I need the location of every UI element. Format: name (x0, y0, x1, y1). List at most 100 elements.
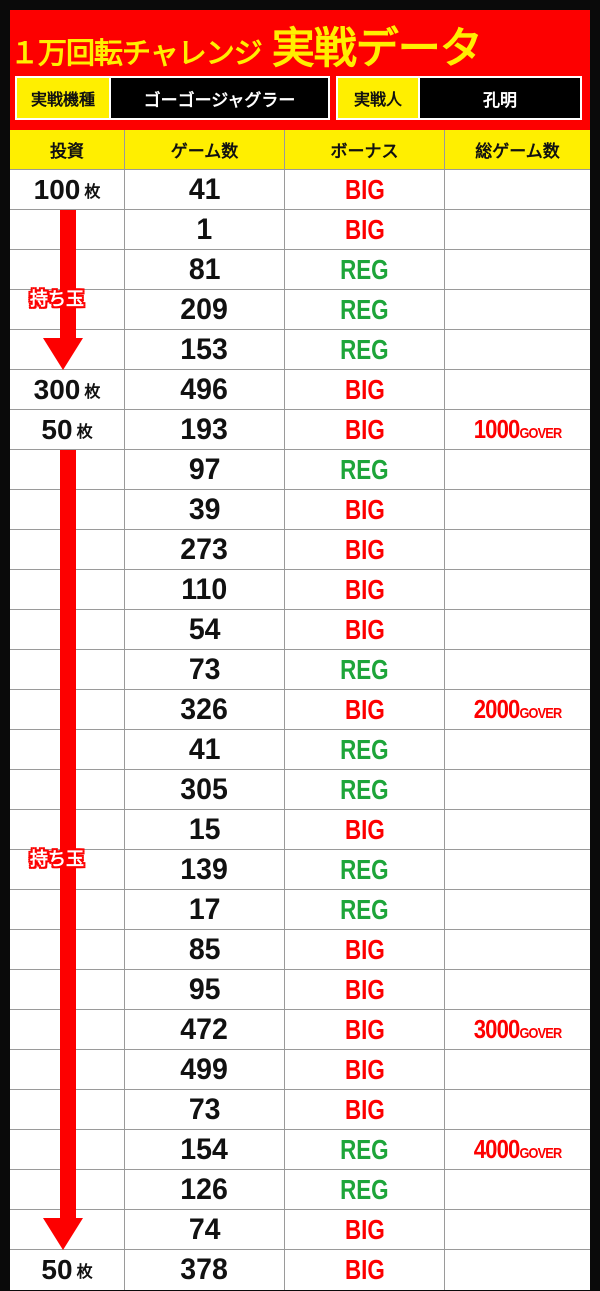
total-cell (445, 890, 590, 929)
games-cell: 110 (125, 570, 285, 609)
bonus-value: BIG (344, 413, 385, 445)
games-value: 73 (188, 1092, 221, 1126)
games-value: 74 (188, 1212, 221, 1246)
total-cell (445, 210, 590, 249)
table-row: 54 BIG (10, 610, 590, 650)
games-cell: 378 (125, 1250, 285, 1290)
games-cell: 209 (125, 290, 285, 329)
total-cell (445, 730, 590, 769)
total-cell (445, 290, 590, 329)
investment-cell: 100 枚 (10, 170, 125, 209)
machine-label: 実戦機種 (17, 78, 109, 118)
investment-cell (10, 570, 125, 609)
table-row: 472 BIG 3000GOVER (10, 1010, 590, 1050)
bonus-cell: BIG (285, 1210, 445, 1249)
games-cell: 154 (125, 1130, 285, 1169)
investment-cell (10, 650, 125, 689)
games-cell: 85 (125, 930, 285, 969)
investment-cell (10, 970, 125, 1009)
table-row: 300 枚 496 BIG (10, 370, 590, 410)
investment-value: 50 (41, 413, 73, 445)
games-value: 95 (188, 972, 221, 1006)
bonus-value: BIG (344, 213, 385, 245)
player-info: 実戦人 孔明 (336, 76, 582, 120)
games-cell: 81 (125, 250, 285, 289)
games-cell: 1 (125, 210, 285, 249)
table-row: 15 BIG (10, 810, 590, 850)
table-row: 126 REG (10, 1170, 590, 1210)
games-value: 139 (180, 852, 229, 886)
bonus-cell: REG (285, 650, 445, 689)
table-row: 97 REG (10, 450, 590, 490)
games-value: 110 (181, 572, 228, 606)
bonus-cell: REG (285, 250, 445, 289)
col-total-games: 総ゲーム数 (475, 142, 560, 162)
games-value: 17 (188, 892, 221, 926)
bonus-value: BIG (344, 533, 385, 565)
investment-cell (10, 490, 125, 529)
games-cell: 496 (125, 370, 285, 409)
player-label: 実戦人 (338, 78, 418, 118)
table-row: 154 REG 4000GOVER (10, 1130, 590, 1170)
total-cell (445, 250, 590, 289)
total-cell (445, 850, 590, 889)
games-value: 472 (180, 1012, 229, 1046)
bonus-cell: BIG (285, 570, 445, 609)
table-row: 81 REG (10, 250, 590, 290)
bonus-value: BIG (344, 693, 385, 725)
games-value: 39 (188, 492, 221, 526)
games-value: 41 (188, 732, 221, 766)
table-row: 50 枚 193 BIG 1000GOVER (10, 410, 590, 450)
bonus-cell: REG (285, 770, 445, 809)
machine-value: ゴーゴージャグラー (111, 78, 328, 118)
bonus-cell: REG (285, 290, 445, 329)
games-value: 153 (180, 332, 229, 366)
investment-cell: 50 枚 (10, 1250, 125, 1290)
games-cell: 499 (125, 1050, 285, 1089)
total-cell (445, 570, 590, 609)
table-row: 100 枚 41 BIG (10, 170, 590, 210)
investment-cell (10, 930, 125, 969)
investment-cell (10, 330, 125, 369)
investment-cell (10, 1210, 125, 1249)
bonus-value: BIG (344, 173, 385, 205)
table-row: 73 BIG (10, 1090, 590, 1130)
games-value: 305 (180, 772, 229, 806)
total-value: 3000GOVER (473, 1014, 562, 1044)
investment-cell: 300 枚 (10, 370, 125, 409)
table-row: 153 REG (10, 330, 590, 370)
table-row: 326 BIG 2000GOVER (10, 690, 590, 730)
investment-cell (10, 450, 125, 489)
games-value: 209 (180, 292, 229, 326)
table-row: 499 BIG (10, 1050, 590, 1090)
bonus-value: REG (340, 853, 389, 885)
player-value: 孔明 (420, 78, 580, 118)
bonus-value: REG (340, 453, 389, 485)
games-cell: 74 (125, 1210, 285, 1249)
games-cell: 326 (125, 690, 285, 729)
bonus-value: BIG (344, 573, 385, 605)
bonus-cell: BIG (285, 810, 445, 849)
bonus-value: BIG (344, 1053, 385, 1085)
games-value: 326 (180, 692, 229, 726)
bonus-value: REG (340, 293, 389, 325)
games-value: 41 (188, 172, 221, 206)
bonus-cell: REG (285, 330, 445, 369)
games-value: 15 (188, 812, 221, 846)
games-value: 81 (188, 252, 221, 286)
total-cell (445, 930, 590, 969)
games-value: 193 (180, 412, 229, 446)
table-row: 74 BIG (10, 1210, 590, 1250)
total-cell (445, 1170, 590, 1209)
bonus-value: REG (340, 1133, 389, 1165)
games-cell: 41 (125, 170, 285, 209)
investment-cell (10, 890, 125, 929)
games-cell: 73 (125, 650, 285, 689)
table-row: 85 BIG (10, 930, 590, 970)
title-challenge: １万回転チャレンジ (10, 36, 263, 70)
table-row: 95 BIG (10, 970, 590, 1010)
games-cell: 41 (125, 730, 285, 769)
bonus-cell: BIG (285, 970, 445, 1009)
investment-cell (10, 730, 125, 769)
bonus-cell: BIG (285, 610, 445, 649)
